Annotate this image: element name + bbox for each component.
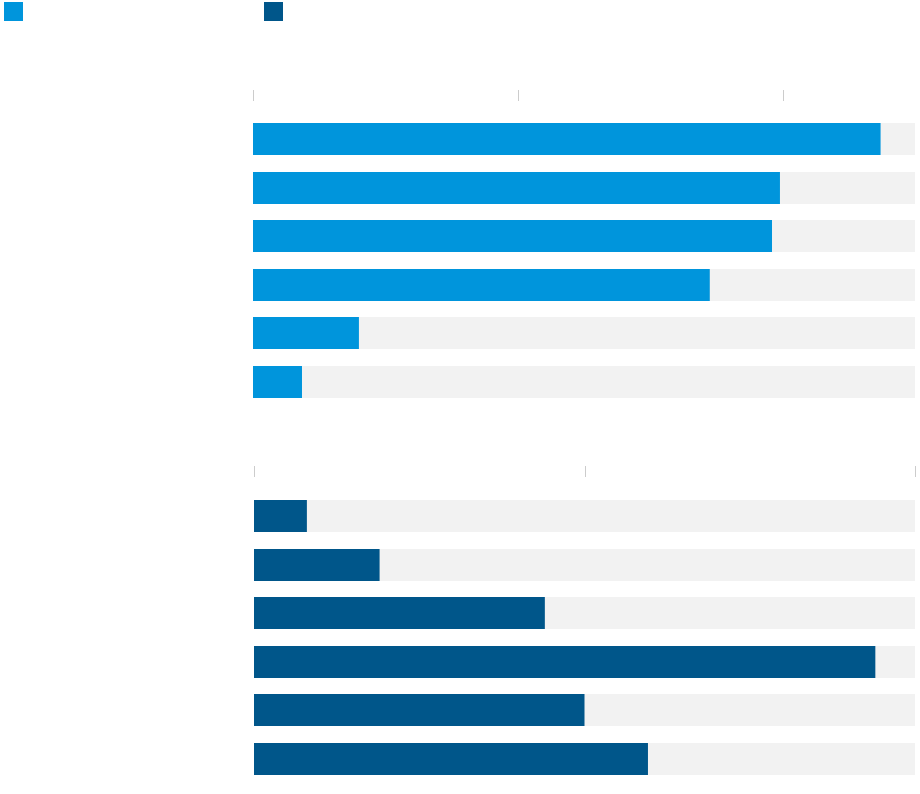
legend-item-series-a[interactable] bbox=[4, 2, 29, 22]
bar-1-1 bbox=[253, 123, 881, 155]
legend-swatch-series-b bbox=[264, 2, 283, 21]
bar-2-4 bbox=[254, 646, 876, 678]
legend-item-series-b[interactable] bbox=[264, 2, 289, 22]
bar-1-5 bbox=[253, 317, 359, 349]
bar-2-5 bbox=[254, 694, 585, 726]
legend-swatch-series-a bbox=[4, 2, 23, 21]
bar-2-2 bbox=[254, 549, 380, 581]
bar-track-2-1 bbox=[254, 500, 915, 532]
bar-2-1 bbox=[254, 500, 307, 532]
bar-2-6 bbox=[254, 743, 648, 775]
bar-1-4 bbox=[253, 269, 710, 301]
bar-track-1-6 bbox=[253, 366, 915, 398]
bar-2-3 bbox=[254, 597, 545, 629]
bar-1-6 bbox=[253, 366, 302, 398]
bar-1-2 bbox=[253, 172, 780, 204]
bar-1-3 bbox=[253, 220, 773, 252]
legend bbox=[0, 0, 920, 30]
bar-track-1-5 bbox=[253, 317, 915, 349]
